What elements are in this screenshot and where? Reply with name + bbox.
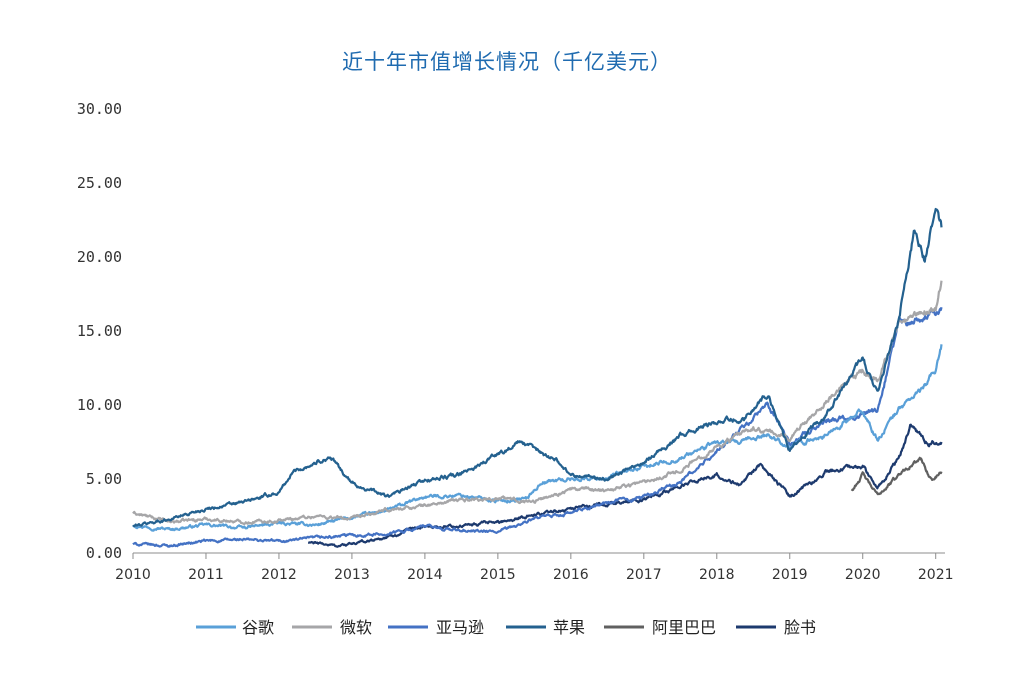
legend-label: 脸书 xyxy=(784,618,816,637)
x-tick-label: 2011 xyxy=(188,567,224,583)
x-tick-label: 2019 xyxy=(772,567,808,583)
y-tick-label: 0.00 xyxy=(86,544,122,562)
y-axis-ticks: 0.00 5.00 10.00 15.00 20.00 25.00 30.00 xyxy=(77,100,122,562)
legend: 谷歌 微软 亚马逊 苹果 阿里巴巴 脸书 xyxy=(196,618,816,637)
series-line-6 xyxy=(307,423,943,548)
x-tick-label: 2015 xyxy=(480,567,516,583)
series-line-5 xyxy=(850,456,943,496)
series-line-2 xyxy=(132,280,943,526)
x-tick-label: 2014 xyxy=(407,567,443,583)
x-tick-label: 2017 xyxy=(626,567,662,583)
y-tick-label: 10.00 xyxy=(77,396,122,414)
x-tick-label: 2020 xyxy=(845,567,881,583)
chart-title: 近十年市值增长情况（千亿美元） xyxy=(342,50,672,74)
legend-label: 亚马逊 xyxy=(436,618,484,637)
x-axis: 2010 2011 2012 2013 2014 2015 2016 2017 2018 2019… xyxy=(115,552,954,583)
y-tick-label: 25.00 xyxy=(77,174,122,192)
y-tick-label: 30.00 xyxy=(77,100,122,118)
series-layer xyxy=(132,207,943,548)
x-tick-label: 2010 xyxy=(115,567,151,583)
y-tick-label: 20.00 xyxy=(77,248,122,266)
legend-label: 谷歌 xyxy=(242,618,274,637)
y-tick-label: 15.00 xyxy=(77,322,122,340)
x-tick-label: 2013 xyxy=(334,567,370,583)
legend-label: 苹果 xyxy=(553,618,585,637)
x-tick-label: 2021 xyxy=(918,567,954,583)
x-tick-label: 2016 xyxy=(553,567,589,583)
y-tick-label: 5.00 xyxy=(86,470,122,488)
x-tick-label: 2018 xyxy=(699,567,735,583)
x-tick-label: 2012 xyxy=(261,567,297,583)
series-line-1 xyxy=(132,344,943,532)
series-line-4 xyxy=(132,207,943,528)
legend-label: 阿里巴巴 xyxy=(652,618,716,637)
series-line-3 xyxy=(132,307,943,548)
legend-label: 微软 xyxy=(340,618,372,637)
